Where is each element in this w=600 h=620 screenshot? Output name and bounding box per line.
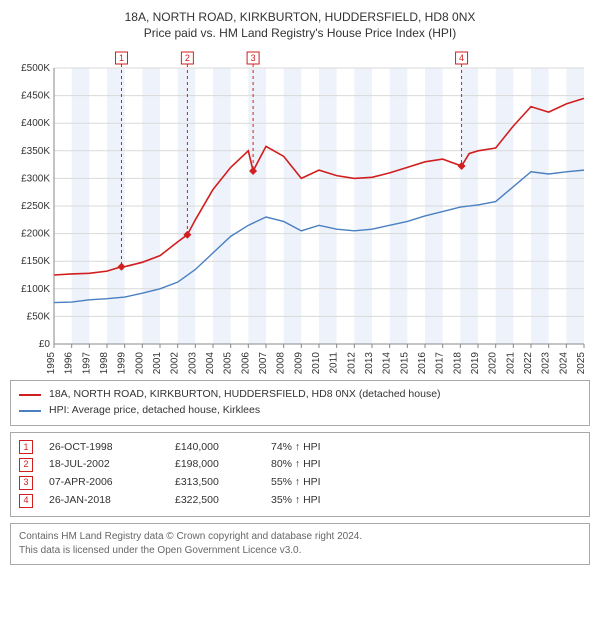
footer-line-1: Contains HM Land Registry data © Crown c…: [19, 530, 581, 544]
x-tick-label: 2015: [399, 352, 410, 374]
x-tick-label: 2007: [258, 352, 269, 374]
x-tick-label: 2013: [364, 352, 375, 374]
marker-label: 1: [119, 53, 124, 63]
y-tick-label: £150K: [21, 256, 50, 267]
x-tick-label: 2000: [134, 352, 145, 374]
x-tick-label: 2011: [329, 352, 340, 374]
sale-pct-vs-hpi: 74% ↑ HPI: [271, 440, 581, 456]
sale-row: 1 26-OCT-1998 £140,000 74% ↑ HPI: [19, 439, 581, 457]
sale-price: £140,000: [175, 440, 255, 456]
sale-price: £322,500: [175, 493, 255, 509]
x-tick-label: 2020: [488, 352, 499, 374]
x-tick-label: 2023: [541, 352, 552, 374]
x-tick-label: 2025: [576, 352, 587, 374]
price-chart: £0 £50K £100K £150K £200K £250K £300K £350K £400…: [10, 44, 590, 374]
y-tick-label: £500K: [21, 63, 50, 74]
x-tick-label: 2005: [223, 352, 234, 374]
x-tick-label: 2009: [293, 352, 304, 374]
chart-area: £0 £50K £100K £150K £200K £250K £300K £350K £400…: [10, 44, 590, 374]
y-tick-label: £450K: [21, 91, 50, 102]
marker-label: 2: [185, 53, 190, 63]
title-line-1: 18A, NORTH ROAD, KIRKBURTON, HUDDERSFIEL…: [10, 10, 590, 24]
y-tick-label: £0: [39, 339, 51, 350]
x-tick-label: 2019: [470, 352, 481, 374]
sale-price: £313,500: [175, 475, 255, 491]
marker-label: 3: [251, 53, 256, 63]
x-tick-label: 2003: [187, 352, 198, 374]
x-tick-label: 1997: [81, 352, 92, 374]
sale-pct-vs-hpi: 80% ↑ HPI: [271, 457, 581, 473]
y-tick-label: £250K: [21, 201, 50, 212]
sale-marker-box: 2: [19, 458, 33, 472]
sale-row: 3 07-APR-2006 £313,500 55% ↑ HPI: [19, 474, 581, 492]
legend-swatch: [19, 410, 41, 412]
sale-row: 2 18-JUL-2002 £198,000 80% ↑ HPI: [19, 456, 581, 474]
sale-pct-vs-hpi: 35% ↑ HPI: [271, 493, 581, 509]
legend: 18A, NORTH ROAD, KIRKBURTON, HUDDERSFIEL…: [10, 380, 590, 426]
sales-table: 1 26-OCT-1998 £140,000 74% ↑ HPI 2 18-JUL-200…: [10, 432, 590, 517]
x-tick-label: 2017: [435, 352, 446, 374]
x-tick-label: 1996: [64, 352, 75, 374]
legend-swatch: [19, 394, 41, 396]
x-tick-label: 2014: [382, 352, 393, 374]
x-tick-label: 2018: [452, 352, 463, 374]
y-tick-label: £300K: [21, 173, 50, 184]
sale-marker-box: 3: [19, 476, 33, 490]
x-tick-label: 2006: [240, 352, 251, 374]
x-tick-label: 1999: [117, 352, 128, 374]
x-tick-label: 2001: [152, 352, 163, 374]
sale-date: 26-OCT-1998: [49, 440, 159, 456]
x-tick-label: 2012: [346, 352, 357, 374]
legend-label: HPI: Average price, detached house, Kirk…: [49, 403, 260, 419]
x-tick-label: 2002: [170, 352, 181, 374]
y-tick-label: £400K: [21, 118, 50, 129]
y-tick-label: £200K: [21, 229, 50, 240]
sale-date: 07-APR-2006: [49, 475, 159, 491]
x-tick-label: 2024: [558, 352, 569, 374]
legend-item: 18A, NORTH ROAD, KIRKBURTON, HUDDERSFIEL…: [19, 387, 581, 403]
x-tick-label: 1995: [46, 352, 57, 374]
legend-label: 18A, NORTH ROAD, KIRKBURTON, HUDDERSFIEL…: [49, 387, 441, 403]
x-tick-label: 1998: [99, 352, 110, 374]
x-tick-label: 2021: [505, 352, 516, 374]
x-tick-label: 2016: [417, 352, 428, 374]
x-tick-label: 2008: [276, 352, 287, 374]
sale-marker-box: 1: [19, 440, 33, 454]
marker-label: 4: [459, 53, 464, 63]
title-line-2: Price paid vs. HM Land Registry's House …: [10, 26, 590, 40]
sale-date: 26-JAN-2018: [49, 493, 159, 509]
sale-pct-vs-hpi: 55% ↑ HPI: [271, 475, 581, 491]
sale-marker-box: 4: [19, 494, 33, 508]
x-tick-label: 2010: [311, 352, 322, 374]
footer: Contains HM Land Registry data © Crown c…: [10, 523, 590, 565]
y-tick-label: £100K: [21, 284, 50, 295]
footer-line-2: This data is licensed under the Open Gov…: [19, 544, 581, 558]
y-tick-label: £350K: [21, 146, 50, 157]
x-tick-label: 2004: [205, 352, 216, 374]
x-tick-label: 2022: [523, 352, 534, 374]
sale-date: 18-JUL-2002: [49, 457, 159, 473]
sale-price: £198,000: [175, 457, 255, 473]
y-tick-label: £50K: [27, 311, 51, 322]
chart-titles: 18A, NORTH ROAD, KIRKBURTON, HUDDERSFIEL…: [10, 10, 590, 40]
sale-row: 4 26-JAN-2018 £322,500 35% ↑ HPI: [19, 492, 581, 510]
legend-item: HPI: Average price, detached house, Kirk…: [19, 403, 581, 419]
